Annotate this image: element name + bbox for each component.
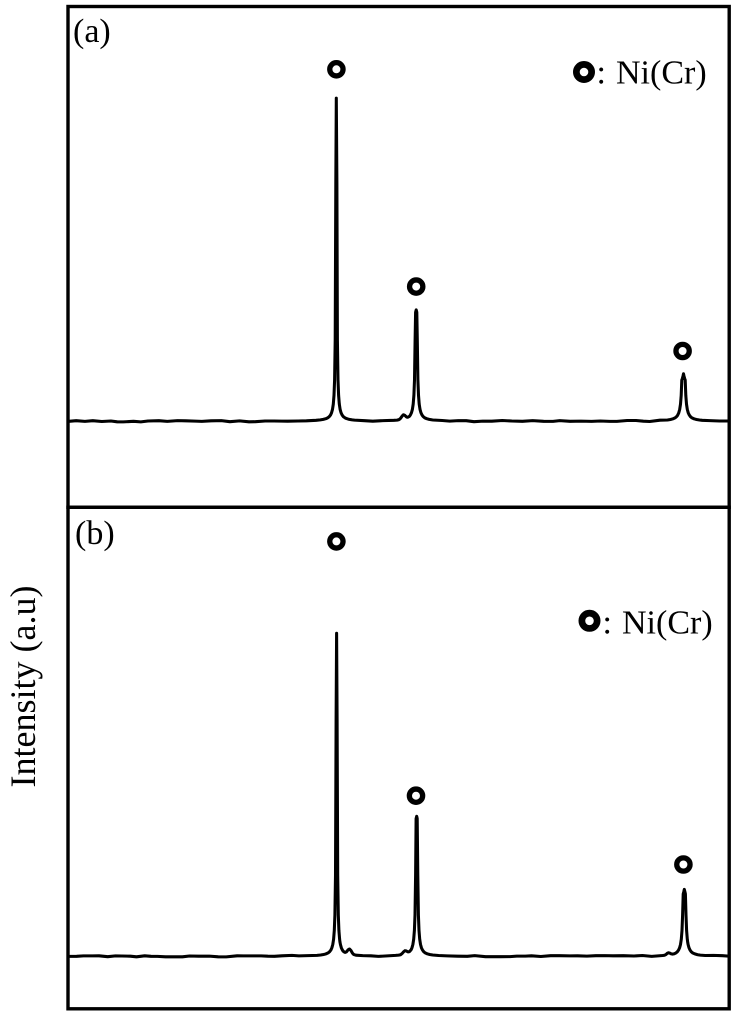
svg-text:Intensity (a.u): Intensity (a.u) [3, 586, 43, 788]
svg-text:Ni(Cr): Ni(Cr) [622, 605, 713, 642]
svg-text:Ni(Cr): Ni(Cr) [616, 55, 707, 92]
svg-text:(b): (b) [75, 515, 115, 552]
svg-text::: : [603, 605, 612, 642]
svg-text::: : [597, 55, 606, 92]
svg-text:(a): (a) [73, 13, 111, 50]
